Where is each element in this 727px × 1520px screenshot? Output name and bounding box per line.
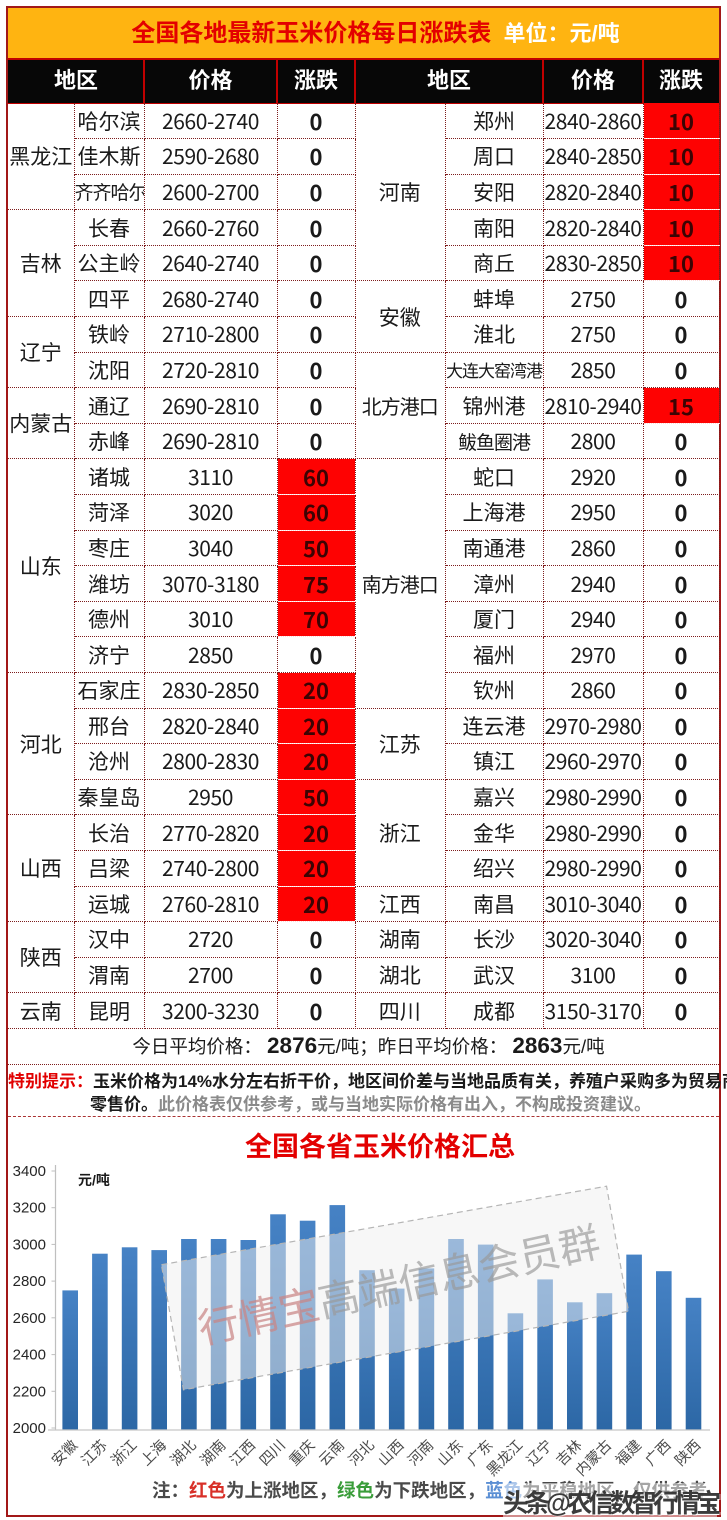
svg-text:广西: 广西 (642, 1437, 675, 1470)
svg-text:福建: 福建 (612, 1437, 645, 1470)
svg-text:江西: 江西 (227, 1437, 260, 1470)
svg-text:云南: 云南 (316, 1437, 349, 1470)
svg-text:3400: 3400 (13, 1163, 46, 1180)
svg-text:山东: 山东 (434, 1437, 467, 1470)
svg-text:元/吨: 元/吨 (78, 1172, 110, 1188)
svg-text:2000: 2000 (13, 1420, 46, 1437)
svg-text:河北: 河北 (345, 1436, 378, 1469)
svg-text:河南: 河南 (405, 1437, 438, 1470)
svg-text:全国各省玉米价格汇总: 全国各省玉米价格汇总 (245, 1132, 515, 1162)
svg-text:上海: 上海 (138, 1437, 171, 1470)
svg-text:2600: 2600 (13, 1310, 46, 1327)
svg-text:湖北: 湖北 (167, 1436, 200, 1469)
svg-text:辽宁: 辽宁 (523, 1437, 556, 1470)
svg-text:3000: 3000 (13, 1236, 46, 1253)
svg-text:山西: 山西 (375, 1437, 408, 1470)
svg-text:重庆: 重庆 (286, 1437, 319, 1470)
svg-text:江苏: 江苏 (78, 1437, 111, 1470)
svg-text:2200: 2200 (13, 1383, 46, 1400)
svg-text:四川: 四川 (257, 1438, 289, 1470)
svg-text:陕西: 陕西 (672, 1437, 705, 1470)
svg-text:安徽: 安徽 (49, 1436, 82, 1469)
svg-text:3200: 3200 (13, 1200, 46, 1217)
svg-text:湖南: 湖南 (197, 1437, 230, 1470)
svg-text:2800: 2800 (13, 1273, 46, 1290)
svg-text:浙江: 浙江 (108, 1437, 141, 1470)
svg-text:2400: 2400 (13, 1347, 46, 1364)
